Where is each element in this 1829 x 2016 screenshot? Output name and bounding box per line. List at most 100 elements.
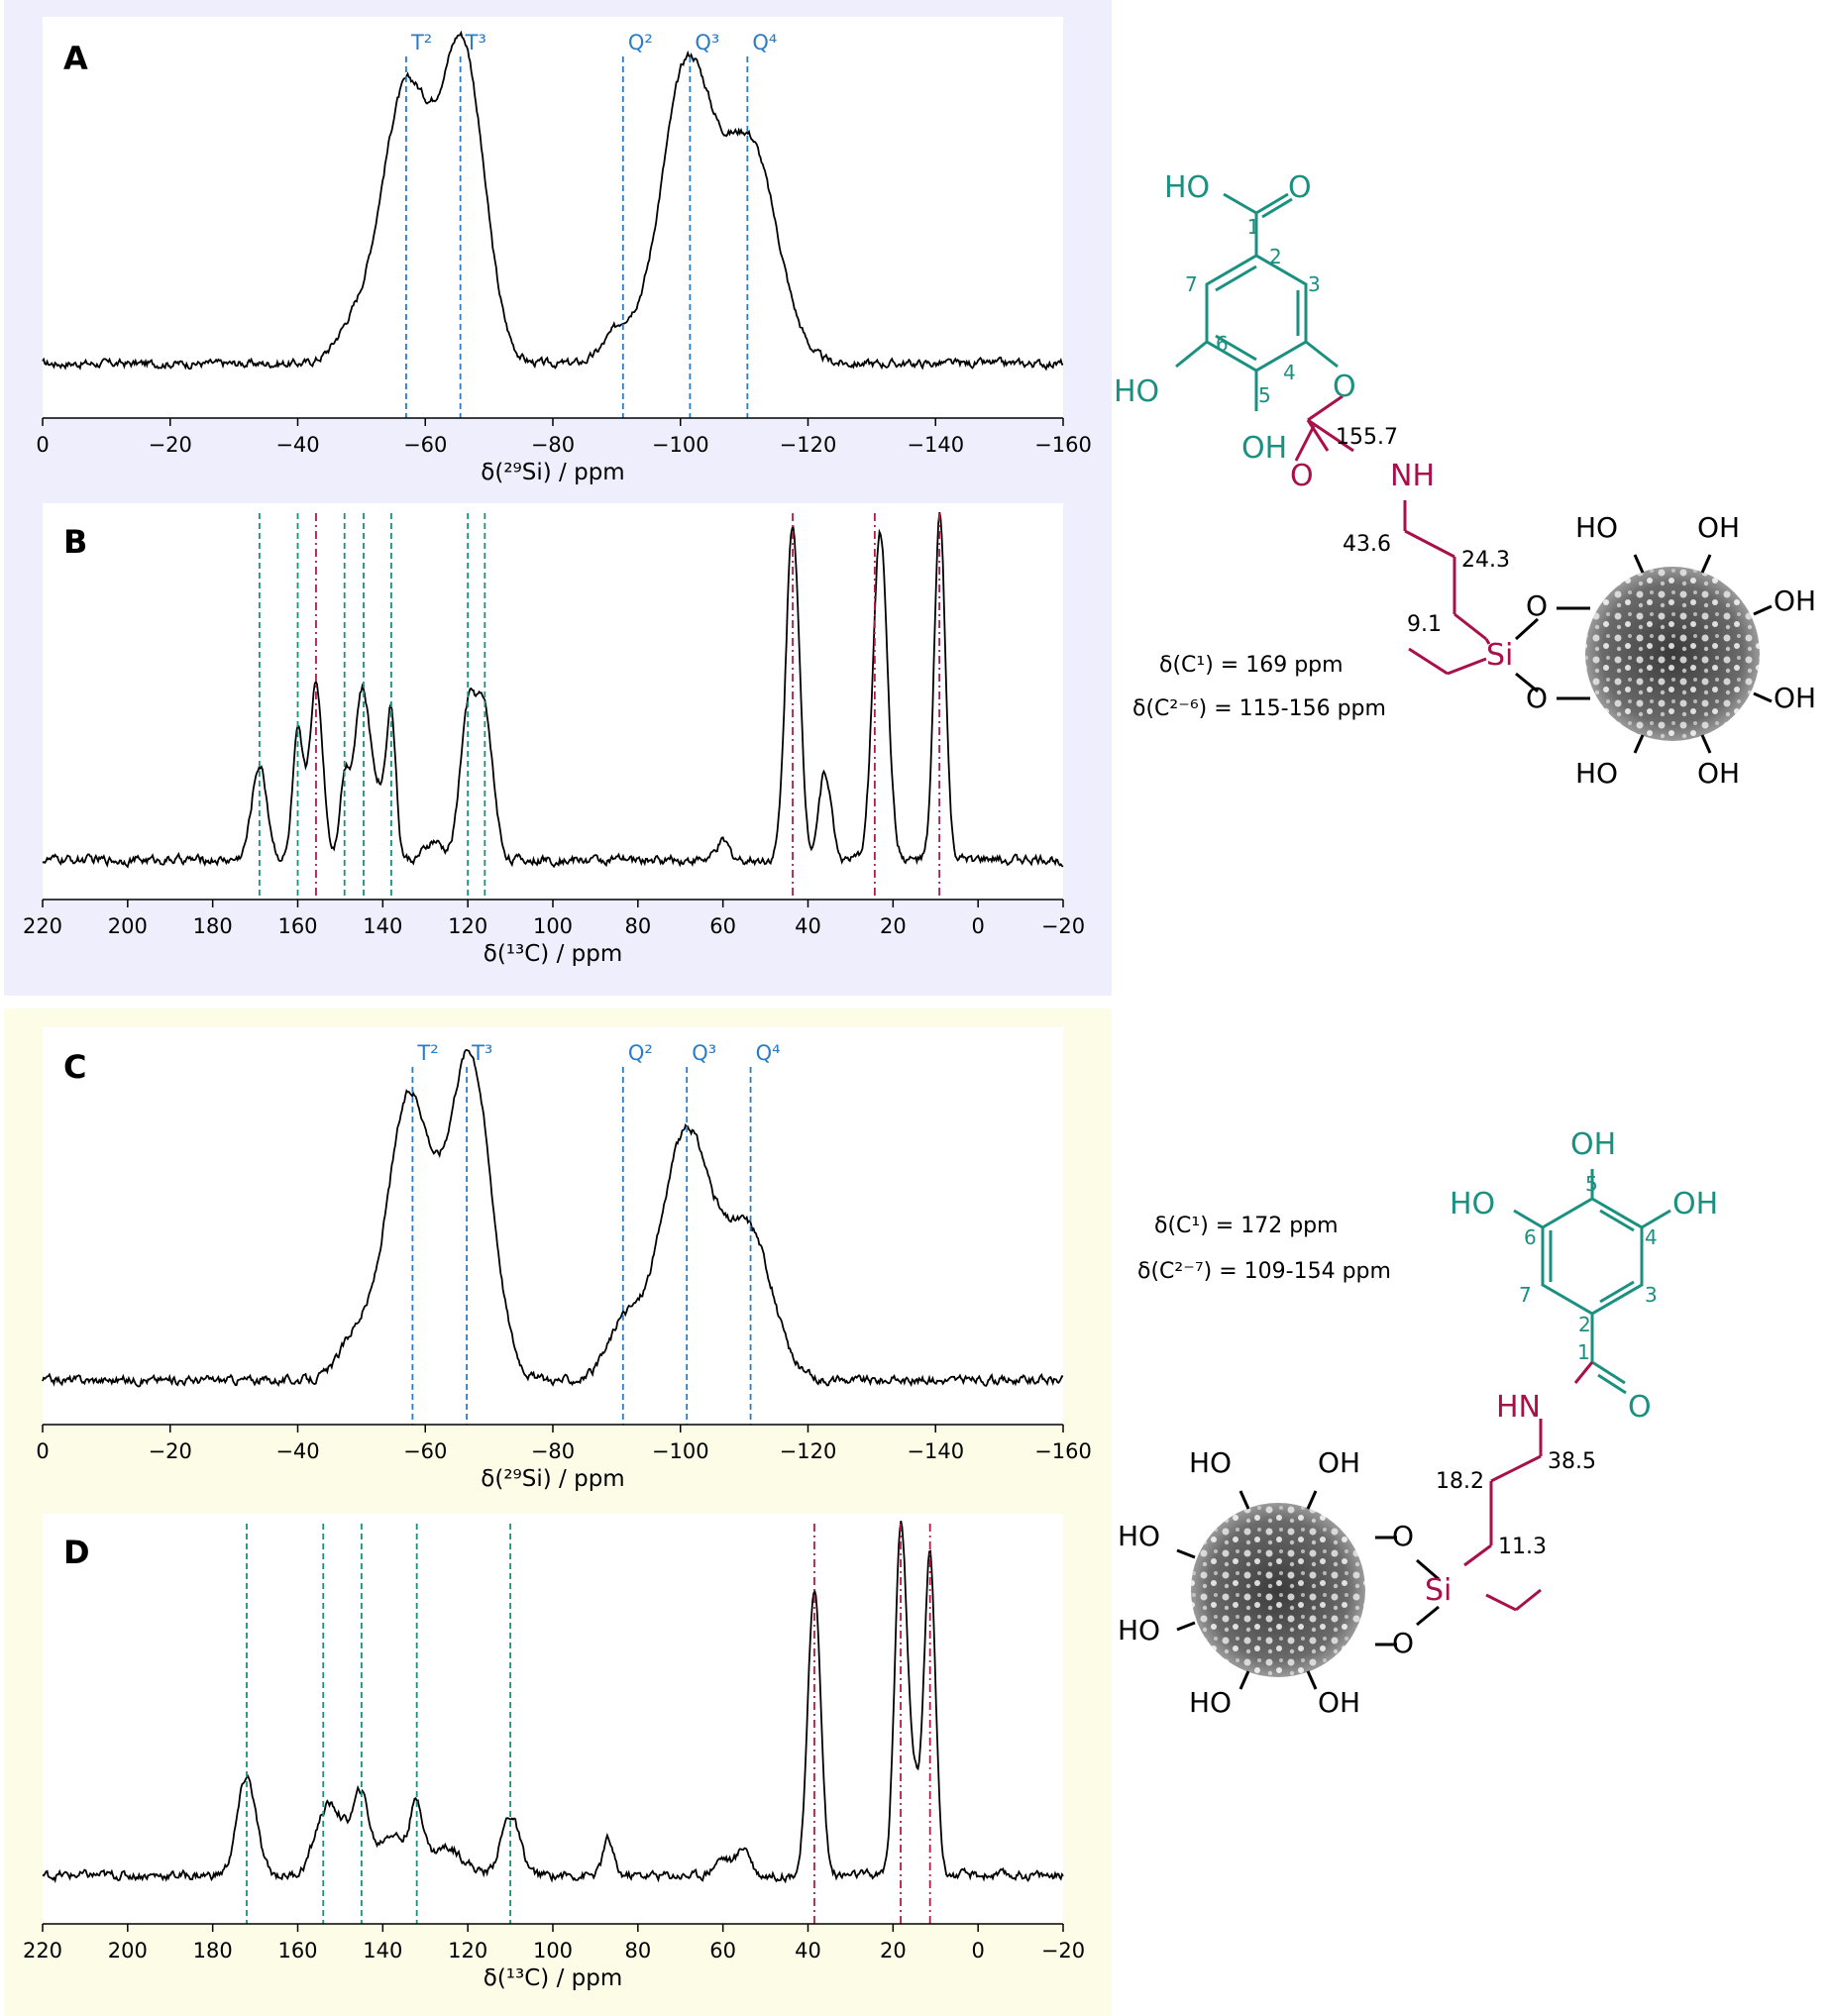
x-tick-label-a-3: −60 — [403, 433, 447, 457]
atom-6-b: 6 — [1524, 1225, 1537, 1249]
x-tick-label-d-6: 100 — [533, 1939, 573, 1963]
guide-label-a-4: Q⁴ — [752, 31, 777, 54]
guide-label-c-2: Q² — [628, 1041, 653, 1065]
x-tick-label-d-0: 220 — [23, 1939, 62, 1963]
spectrum-panel-c: C T² T³ Q² Q³ Q⁴ 0 −20 −40 −60 −80 −100 −120 −140 −16… — [36, 1027, 1092, 1492]
x-tick-label-c-4: −80 — [531, 1439, 575, 1463]
guide-label-c-1: T³ — [471, 1041, 492, 1065]
si-o-top-2: O — [1526, 682, 1548, 714]
shift-note-bottom-1: δ(C¹) = 172 ppm — [1154, 1214, 1339, 1238]
atom-4-b: 4 — [1645, 1225, 1658, 1249]
x-tick-label-b-3: 160 — [277, 914, 317, 938]
ring-oh-top: OH — [1570, 1127, 1616, 1162]
spectrum-panel-a: A T² T³ Q² Q³ Q⁴ 0 −20 −40 −60 −80 −100 −120 −140 −16… — [36, 17, 1092, 485]
x-tick-label-c-6: −120 — [780, 1439, 837, 1463]
shift-b-top: 24.3 — [1461, 548, 1510, 573]
atom-2-b: 2 — [1578, 1313, 1591, 1336]
atom-3: 3 — [1308, 272, 1321, 296]
plot-area-d — [43, 1514, 1063, 1924]
nh-label: NH — [1390, 459, 1435, 493]
spectrum-line-d — [42, 1521, 1064, 1884]
np-oh-bottom-2: OH — [1318, 1446, 1360, 1479]
ring-ho-left: HO — [1450, 1187, 1495, 1221]
x-tick-label-a-1: −20 — [149, 433, 192, 457]
x-tick-label-a-8: −160 — [1034, 433, 1092, 457]
x-tick-label-b-7: 80 — [624, 914, 651, 938]
guide-label-a-1: T³ — [465, 31, 486, 54]
hn-label: HN — [1496, 1390, 1541, 1425]
x-tick-label-b-10: 20 — [880, 914, 907, 938]
atom-1: 1 — [1247, 215, 1260, 239]
panel-label-a: A — [63, 40, 88, 77]
guide-label-a-0: T² — [410, 31, 432, 54]
x-tick-label-d-12: −20 — [1041, 1939, 1085, 1963]
panel-label-b: B — [63, 523, 87, 561]
x-tick-label-c-5: −100 — [652, 1439, 709, 1463]
x-tick-label-b-4: 140 — [363, 914, 402, 938]
acid-ho: HO — [1164, 170, 1210, 205]
structure-top: HO O HO OH O O NH 1 2 3 4 5 6 7 155.7 43… — [1114, 170, 1816, 790]
carbonyl-o: O — [1290, 459, 1314, 493]
x-tick-label-d-5: 120 — [448, 1939, 487, 1963]
np-oh-bottom-3: HO — [1118, 1520, 1160, 1552]
np-oh-bottom-4: HO — [1118, 1614, 1160, 1646]
x-tick-label-a-4: −80 — [531, 433, 575, 457]
ring-oh-bottom: OH — [1241, 431, 1287, 466]
x-tick-label-b-12: −20 — [1041, 914, 1085, 938]
np-oh-top-5: OH — [1697, 757, 1740, 790]
guide-label-a-2: Q² — [628, 31, 653, 54]
ring-ho-left: HO — [1114, 374, 1159, 409]
atom-4: 4 — [1283, 361, 1296, 384]
si-o-bottom-1: O — [1392, 1520, 1414, 1552]
spectrum-line-a — [42, 30, 1064, 371]
plot-area-c — [43, 1027, 1063, 1425]
np-oh-top-3: OH — [1774, 584, 1816, 617]
ring-oh-right: OH — [1672, 1187, 1718, 1221]
x-tick-label-b-2: 180 — [193, 914, 233, 938]
np-oh-bottom-6: OH — [1318, 1686, 1360, 1719]
structure-bottom: OH HO OH O HN 1 2 3 4 5 6 7 38.5 18.2 11… — [1118, 1127, 1718, 1719]
spectrum-line-b — [42, 511, 1064, 869]
x-tick-label-d-2: 180 — [193, 1939, 233, 1963]
atom-2: 2 — [1269, 245, 1282, 268]
amide-o: O — [1628, 1390, 1652, 1425]
x-tick-label-b-0: 220 — [23, 914, 62, 938]
x-tick-label-a-7: −140 — [907, 433, 964, 457]
shift-a-bottom: 38.5 — [1548, 1449, 1596, 1474]
x-tick-label-b-6: 100 — [533, 914, 573, 938]
x-tick-label-c-8: −160 — [1034, 1439, 1092, 1463]
shift-a-top: 43.6 — [1343, 532, 1391, 557]
x-tick-label-c-1: −20 — [149, 1439, 192, 1463]
x-tick-label-b-5: 120 — [448, 914, 487, 938]
guide-label-c-4: Q⁴ — [756, 1041, 781, 1065]
atom-6: 6 — [1216, 332, 1229, 356]
np-oh-bottom-1: HO — [1189, 1446, 1232, 1479]
shift-c-bottom: 11.3 — [1498, 1535, 1547, 1559]
x-tick-label-a-5: −100 — [652, 433, 709, 457]
shift-note-top-1: δ(C¹) = 169 ppm — [1159, 653, 1344, 678]
x-tick-label-c-0: 0 — [36, 1439, 49, 1463]
spectrum-panel-d: D 220 200 180 160 140 120 100 80 60 40 20 0 −20δ(¹³C… — [23, 1514, 1085, 1991]
np-oh-top-4: OH — [1774, 682, 1816, 714]
np-oh-top-6: HO — [1575, 757, 1618, 790]
guide-label-c-3: Q³ — [692, 1041, 716, 1065]
x-tick-label-d-10: 20 — [880, 1939, 907, 1963]
si-top: Si — [1486, 638, 1513, 673]
np-oh-top-1: HO — [1575, 511, 1618, 544]
si-o-top-1: O — [1526, 589, 1548, 622]
plot-area-b — [43, 503, 1063, 900]
x-tick-label-d-7: 80 — [624, 1939, 651, 1963]
x-tick-label-d-4: 140 — [363, 1939, 402, 1963]
atom-1-b: 1 — [1577, 1340, 1590, 1364]
spectrum-line-c — [42, 1048, 1064, 1388]
guide-label-c-0: T² — [416, 1041, 438, 1065]
x-tick-label-d-11: 0 — [971, 1939, 984, 1963]
panel-label-d: D — [63, 1534, 90, 1571]
shift-carbamate: 155.7 — [1336, 425, 1398, 450]
shift-note-bottom-2: δ(C²⁻⁷) = 109-154 ppm — [1137, 1259, 1391, 1284]
x-tick-label-c-7: −140 — [907, 1439, 964, 1463]
x-axis-label-a: δ(²⁹Si) / ppm — [481, 460, 624, 485]
x-tick-label-d-8: 60 — [709, 1939, 736, 1963]
x-tick-label-b-9: 40 — [795, 914, 821, 938]
x-axis-label-d: δ(¹³C) / ppm — [484, 1965, 623, 1991]
